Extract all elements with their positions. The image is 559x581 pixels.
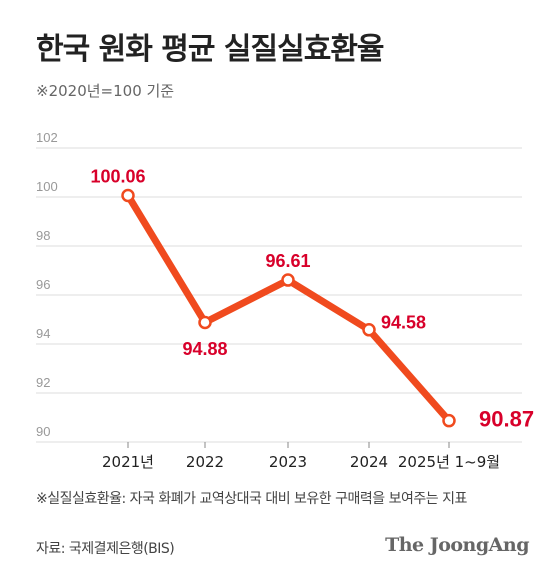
data-label: 100.06 bbox=[90, 166, 145, 186]
data-point bbox=[281, 273, 295, 287]
data-point bbox=[198, 315, 212, 330]
y-tick-label: 92 bbox=[36, 375, 50, 390]
page-subtitle: ※2020년=100 기준 bbox=[36, 82, 175, 100]
data-point bbox=[362, 323, 376, 337]
data-label: 96.61 bbox=[265, 251, 310, 271]
page-title: 한국 원화 평균 실질실효환율 bbox=[36, 32, 385, 67]
y-tick-label: 102 bbox=[36, 130, 58, 145]
y-tick-label: 100 bbox=[36, 179, 58, 194]
brand-logo: The JoongAng bbox=[385, 534, 529, 556]
x-tick-label: 2022 bbox=[186, 453, 224, 471]
y-tick-label: 90 bbox=[36, 424, 50, 439]
x-tick-label: 2025년 1~9월 bbox=[398, 453, 500, 471]
x-tick-label: 2021년 bbox=[102, 453, 154, 471]
y-tick-label: 96 bbox=[36, 277, 50, 292]
y-tick-label: 94 bbox=[36, 326, 50, 341]
x-tick-label: 2023 bbox=[269, 453, 307, 471]
source-note: 자료: 국제결제은행(BIS) bbox=[36, 541, 175, 557]
data-label: 94.88 bbox=[182, 339, 227, 359]
footnote: ※실질실효환율: 자국 화폐가 교역상대국 대비 보유한 구매력을 보여주는 지… bbox=[36, 491, 467, 507]
data-label: 90.87 bbox=[479, 406, 534, 431]
y-tick-label: 98 bbox=[36, 228, 50, 243]
series-line bbox=[124, 192, 453, 425]
data-label: 94.58 bbox=[381, 313, 426, 333]
data-point bbox=[121, 188, 135, 203]
x-tick-label: 2024 bbox=[350, 453, 388, 471]
data-point bbox=[442, 413, 456, 428]
